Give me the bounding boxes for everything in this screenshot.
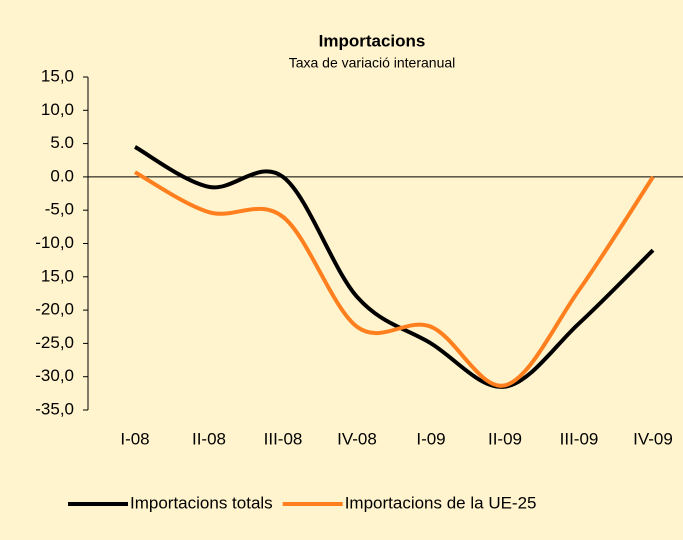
y-tick-label: -30,0 (35, 366, 74, 385)
series-line (134, 145, 655, 389)
x-tick-label: I-09 (416, 429, 445, 448)
x-tick-label: III-09 (560, 429, 599, 448)
y-tick-label: 5.0 (50, 133, 74, 152)
y-tick-label: -25,0 (35, 333, 74, 352)
legend-label: Importacions totals (130, 493, 273, 512)
chart-subtitle: Taxa de variació interanual (289, 55, 456, 71)
x-tick-label: IV-09 (633, 429, 673, 448)
y-tick-label: 15,0 (41, 266, 74, 285)
y-tick-label: 0.0 (50, 166, 74, 185)
legend-label: Importacions de la UE-25 (345, 493, 537, 512)
y-tick-label: -35,0 (35, 399, 74, 418)
y-tick-label: 10,0 (41, 100, 74, 119)
x-tick-label: IV-08 (337, 429, 377, 448)
y-tick-label: 15,0 (41, 66, 74, 85)
y-tick-label: -5,0 (45, 200, 74, 219)
chart-title: Importacions (319, 31, 426, 50)
x-tick-label: II-09 (488, 429, 522, 448)
y-tick-label: -10,0 (35, 233, 74, 252)
y-tick-label: -20,0 (35, 300, 74, 319)
series-line (134, 170, 655, 388)
x-tick-label: I-08 (120, 429, 149, 448)
x-tick-label: III-08 (264, 429, 303, 448)
x-tick-label: II-08 (192, 429, 226, 448)
